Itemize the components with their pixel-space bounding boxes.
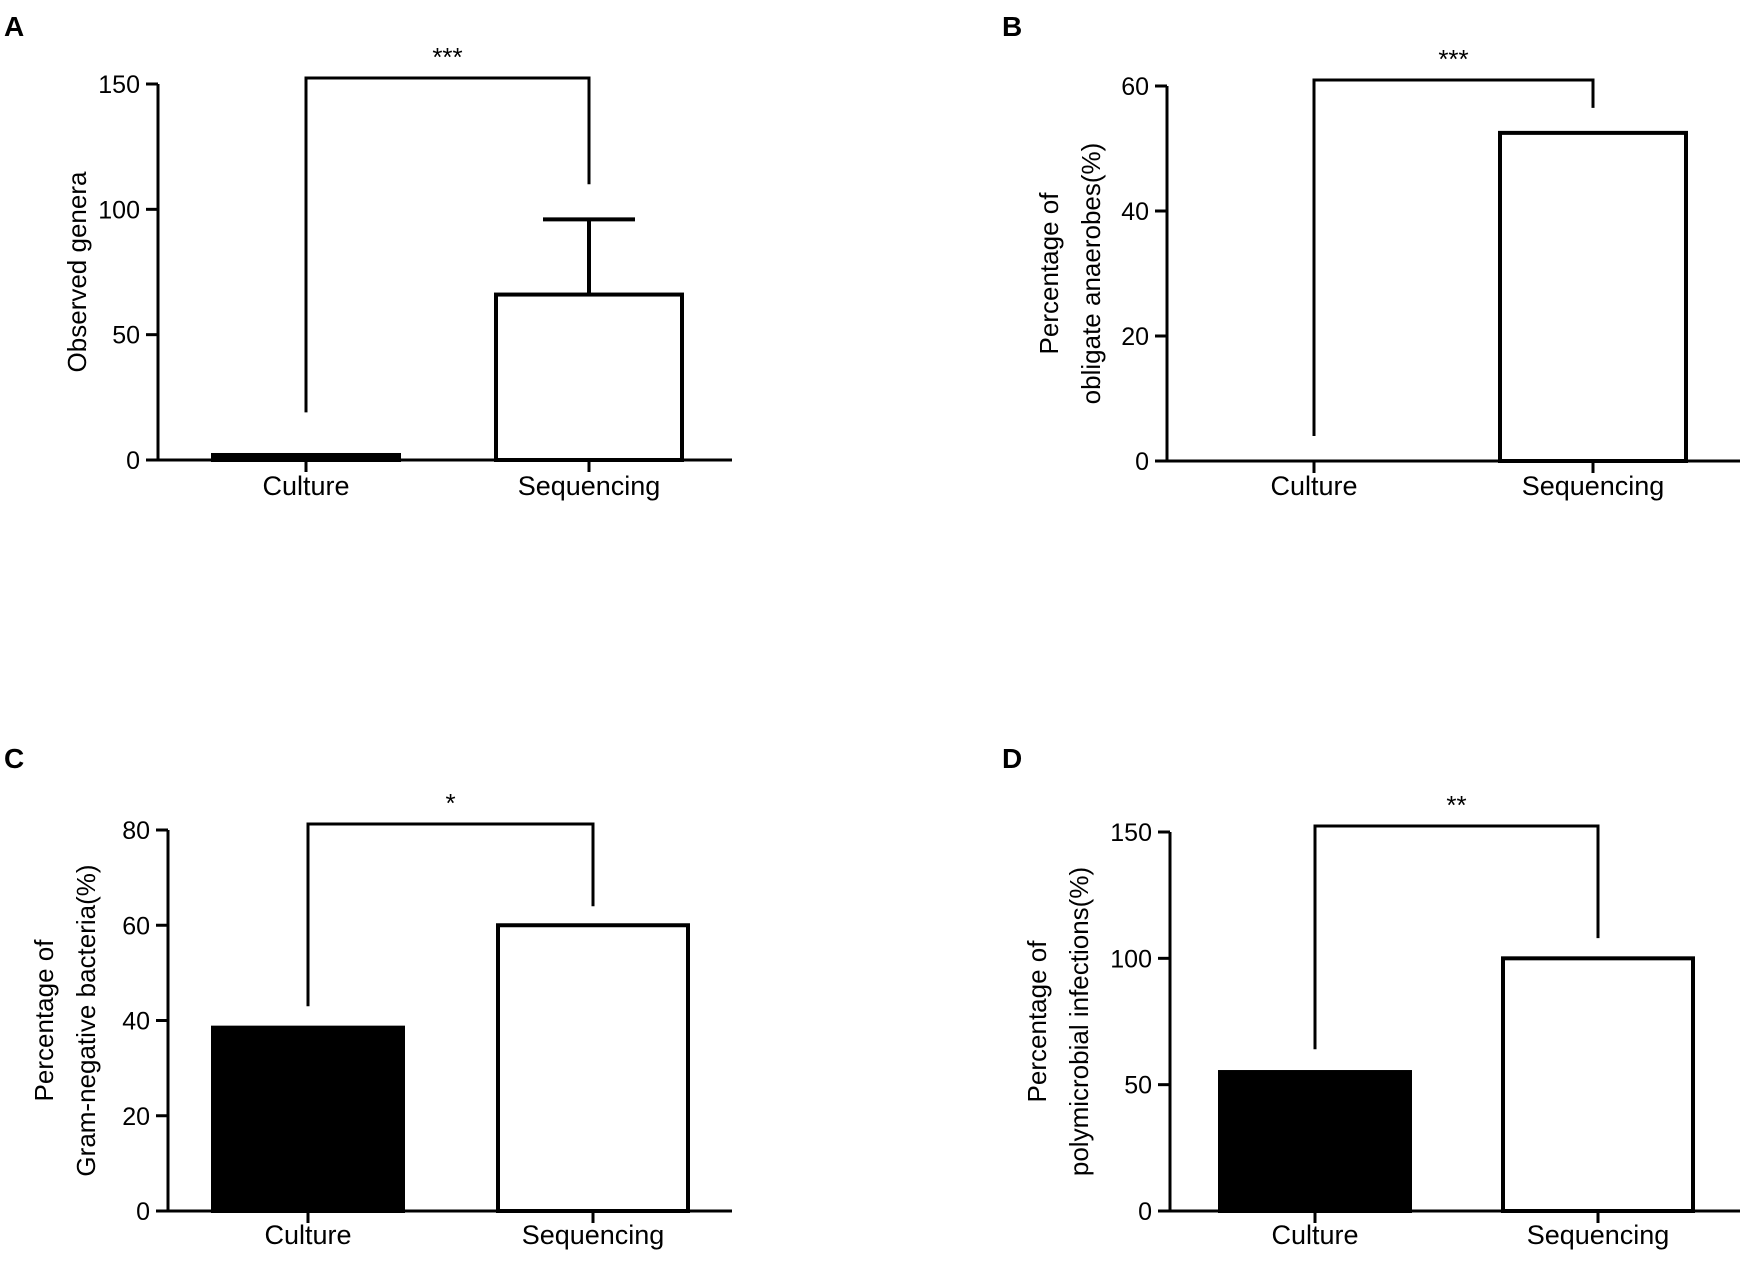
significance-label: * (445, 788, 455, 818)
y-tick-label: 20 (1121, 323, 1149, 351)
x-category-label: Culture (264, 1220, 351, 1250)
significance-bracket (304, 76, 591, 413)
y-axis-title-line: polymicrobial infections(%) (1064, 867, 1094, 1176)
y-axis-title-line: Percentage of (29, 939, 59, 1102)
y-axis-title-line: obligate anaerobes(%) (1076, 143, 1106, 405)
y-tick-label: 60 (122, 912, 150, 940)
panel-letter: C (4, 743, 24, 774)
y-tick-label: 60 (1121, 73, 1149, 101)
y-axis-title: Percentage of polymicrobial infections(%) (1022, 867, 1094, 1176)
y-axis-title-line: Percentage of (1034, 192, 1064, 355)
bar-sequencing (1501, 956, 1695, 1213)
y-axis-title-line: Gram-negative bacteria(%) (71, 864, 101, 1176)
x-category-label: Sequencing (1522, 471, 1665, 501)
y-tick-label: 150 (98, 71, 140, 99)
significance-label: *** (432, 42, 462, 72)
panel-letter: B (1002, 11, 1022, 42)
chart-panel-d: D 0 50 100 150 Culture Sequencing Percentage of… (1002, 743, 1740, 1250)
significance-bracket (1312, 78, 1595, 436)
x-category-label: Culture (262, 471, 349, 501)
y-axis-title-line: Percentage of (1022, 940, 1052, 1103)
y-tick-label: 0 (136, 1198, 150, 1226)
y-tick-label: 80 (122, 817, 150, 845)
y-tick-label: 0 (126, 447, 140, 475)
x-category-label: Sequencing (518, 471, 661, 501)
chart-panel-a: A 0 50 100 150 Culture Sequencing Observed gene… (4, 11, 732, 501)
y-axis-title: Percentage of obligate anaerobes(%) (1034, 143, 1106, 405)
y-tick-label: 150 (1110, 819, 1152, 847)
y-axis-title-line: Observed genera (62, 171, 92, 372)
x-category-label: Sequencing (1527, 1220, 1670, 1250)
panel-letter: D (1002, 743, 1022, 774)
y-axis-title: Percentage of Gram-negative bacteria(%) (29, 864, 101, 1176)
y-tick-label: 40 (1121, 198, 1149, 226)
chart-panel-b: B 0 20 40 60 Culture Sequencing Percentage of ob… (1002, 11, 1740, 501)
significance-label: ** (1446, 790, 1466, 820)
y-tick-label: 50 (112, 322, 140, 350)
bar-culture (211, 1025, 405, 1214)
x-category-label: Sequencing (522, 1220, 665, 1250)
bar-sequencing (1498, 130, 1688, 463)
y-tick-label: 100 (1110, 945, 1152, 973)
significance-bracket (306, 822, 595, 1007)
chart-panel-c: C 0 20 40 60 80 Culture Sequencing Percentage of… (4, 743, 732, 1250)
y-tick-label: 40 (122, 1008, 150, 1036)
bar-sequencing (494, 292, 684, 462)
x-category-label: Culture (1271, 1220, 1358, 1250)
y-tick-label: 20 (122, 1103, 150, 1131)
y-tick-label: 100 (98, 196, 140, 224)
y-axis-title: Observed genera (62, 171, 92, 372)
y-tick-label: 0 (1135, 448, 1149, 476)
significance-bracket (1313, 824, 1600, 1050)
bar-sequencing (496, 923, 690, 1213)
x-category-label: Culture (1270, 471, 1357, 501)
y-tick-label: 50 (1124, 1072, 1152, 1100)
y-tick-label: 0 (1138, 1198, 1152, 1226)
significance-label: *** (1438, 44, 1468, 74)
bar-culture (1218, 1070, 1412, 1213)
panel-letter: A (4, 11, 24, 42)
